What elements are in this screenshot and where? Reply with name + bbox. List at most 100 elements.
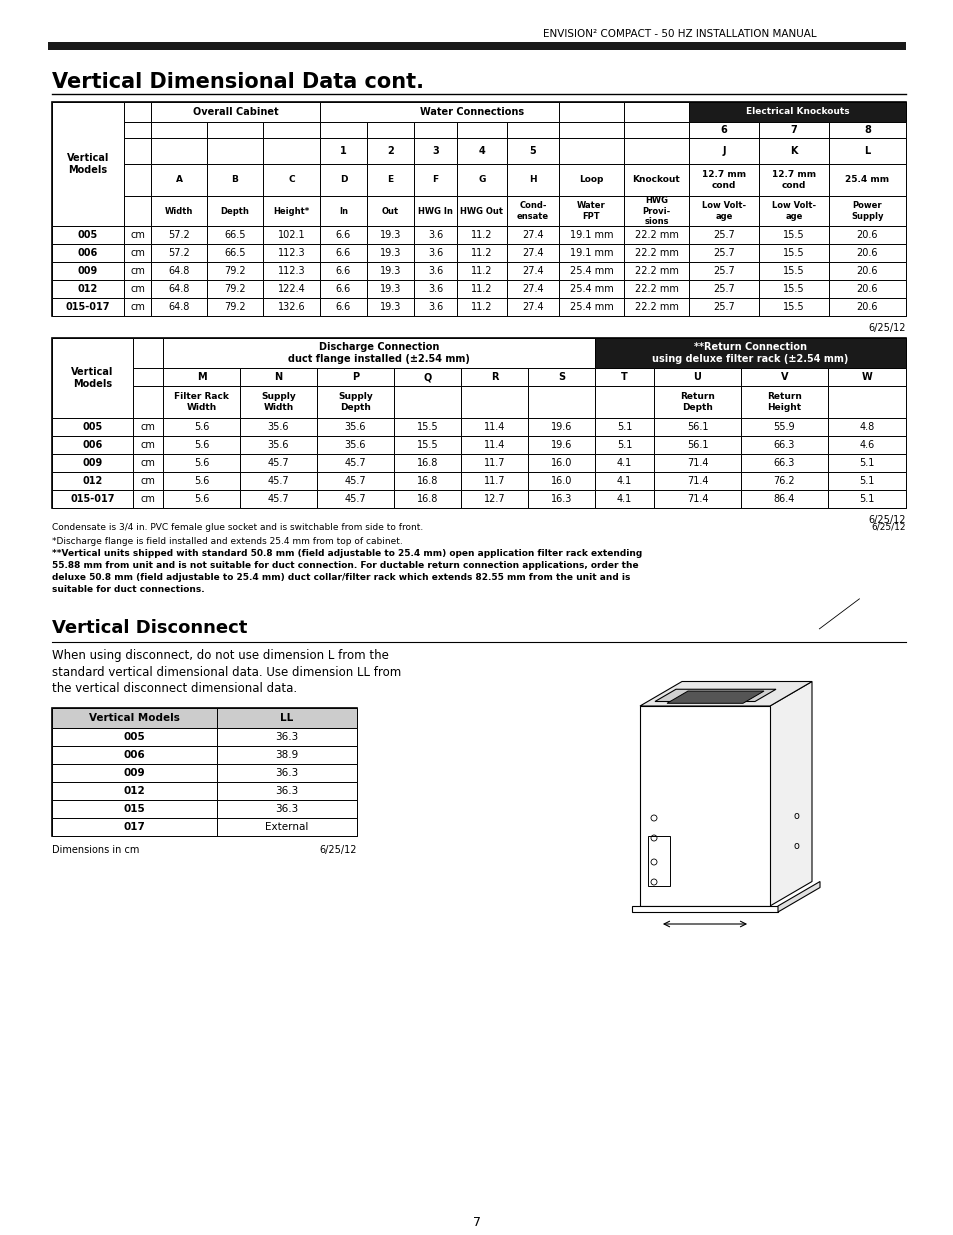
- Text: cm: cm: [130, 266, 145, 275]
- Bar: [316, 436, 394, 454]
- Bar: [394, 436, 460, 454]
- Text: D: D: [339, 175, 347, 184]
- Text: 11.2: 11.2: [471, 230, 493, 240]
- Bar: [207, 138, 263, 164]
- Text: cm: cm: [130, 230, 145, 240]
- Bar: [654, 454, 740, 472]
- Text: 66.3: 66.3: [773, 440, 795, 450]
- Bar: [394, 472, 460, 490]
- Text: 19.1 mm: 19.1 mm: [569, 230, 613, 240]
- Text: 3.6: 3.6: [428, 303, 442, 312]
- Text: 15.5: 15.5: [416, 440, 437, 450]
- Text: Supply
Width: Supply Width: [261, 393, 295, 411]
- Text: 009: 009: [78, 266, 98, 275]
- Text: 4.1: 4.1: [617, 475, 632, 487]
- Polygon shape: [769, 682, 811, 906]
- Bar: [460, 368, 527, 387]
- Text: 19.1 mm: 19.1 mm: [569, 248, 613, 258]
- Bar: [151, 280, 207, 298]
- Text: **Vertical units shipped with standard 50.8 mm (field adjustable to 25.4 mm) ope: **Vertical units shipped with standard 5…: [52, 548, 641, 557]
- Text: 35.6: 35.6: [268, 440, 289, 450]
- Text: 27.4: 27.4: [521, 248, 543, 258]
- Bar: [414, 164, 456, 196]
- Bar: [623, 196, 688, 226]
- Bar: [151, 138, 207, 164]
- Text: W: W: [861, 372, 871, 382]
- Text: 55.9: 55.9: [773, 422, 795, 432]
- Bar: [394, 417, 460, 436]
- Bar: [163, 387, 240, 417]
- Bar: [48, 42, 905, 49]
- Bar: [163, 338, 595, 368]
- Bar: [688, 103, 905, 122]
- Text: 5.1: 5.1: [617, 422, 632, 432]
- Text: Return
Height: Return Height: [766, 393, 801, 411]
- Bar: [558, 262, 623, 280]
- Bar: [52, 280, 124, 298]
- Text: 66.5: 66.5: [224, 248, 246, 258]
- Text: 15.5: 15.5: [782, 303, 804, 312]
- Text: 3.6: 3.6: [428, 248, 442, 258]
- Bar: [527, 472, 595, 490]
- Text: 64.8: 64.8: [168, 266, 190, 275]
- Text: 76.2: 76.2: [773, 475, 795, 487]
- Text: 15.5: 15.5: [782, 248, 804, 258]
- Polygon shape: [666, 692, 763, 703]
- Bar: [367, 262, 414, 280]
- Bar: [52, 262, 124, 280]
- Bar: [151, 245, 207, 262]
- Bar: [654, 368, 740, 387]
- Bar: [367, 164, 414, 196]
- Text: 6.6: 6.6: [335, 284, 351, 294]
- Text: 5.1: 5.1: [859, 458, 874, 468]
- Bar: [163, 454, 240, 472]
- Bar: [506, 138, 558, 164]
- Bar: [124, 138, 151, 164]
- Bar: [207, 245, 263, 262]
- Bar: [527, 490, 595, 508]
- Bar: [460, 454, 527, 472]
- Text: Dimensions in cm: Dimensions in cm: [52, 845, 139, 855]
- Text: cm: cm: [140, 475, 155, 487]
- Text: E: E: [387, 175, 394, 184]
- Bar: [132, 472, 163, 490]
- Bar: [207, 196, 263, 226]
- Bar: [740, 387, 827, 417]
- Bar: [414, 298, 456, 316]
- Text: 35.6: 35.6: [344, 440, 366, 450]
- Bar: [316, 387, 394, 417]
- Text: **Return Connection
using deluxe filter rack (±2.54 mm): **Return Connection using deluxe filter …: [652, 342, 848, 364]
- Text: 005: 005: [78, 230, 98, 240]
- Bar: [319, 280, 367, 298]
- Bar: [124, 245, 151, 262]
- Bar: [654, 417, 740, 436]
- Bar: [558, 226, 623, 245]
- Text: Q: Q: [423, 372, 431, 382]
- Bar: [52, 436, 132, 454]
- Bar: [319, 245, 367, 262]
- Text: *Discharge flange is field installed and extends 25.4 mm from top of cabinet.: *Discharge flange is field installed and…: [52, 536, 402, 546]
- Text: 4.6: 4.6: [859, 440, 874, 450]
- Bar: [828, 245, 905, 262]
- Bar: [827, 368, 905, 387]
- Bar: [52, 454, 132, 472]
- Text: ENVISION² COMPACT - 50 HZ INSTALLATION MANUAL: ENVISION² COMPACT - 50 HZ INSTALLATION M…: [542, 28, 816, 40]
- Bar: [52, 338, 905, 508]
- Bar: [151, 164, 207, 196]
- Text: 5.6: 5.6: [193, 494, 209, 504]
- Text: 11.7: 11.7: [483, 475, 505, 487]
- Text: 66.5: 66.5: [224, 230, 246, 240]
- Bar: [414, 280, 456, 298]
- Bar: [263, 164, 319, 196]
- Bar: [623, 245, 688, 262]
- Bar: [740, 436, 827, 454]
- Text: 19.3: 19.3: [379, 303, 401, 312]
- Bar: [828, 164, 905, 196]
- Text: 25.4 mm: 25.4 mm: [844, 175, 888, 184]
- Bar: [319, 103, 623, 122]
- Bar: [759, 122, 828, 138]
- Text: Water
FPT: Water FPT: [577, 201, 605, 221]
- Bar: [316, 454, 394, 472]
- Text: 35.6: 35.6: [344, 422, 366, 432]
- Bar: [506, 280, 558, 298]
